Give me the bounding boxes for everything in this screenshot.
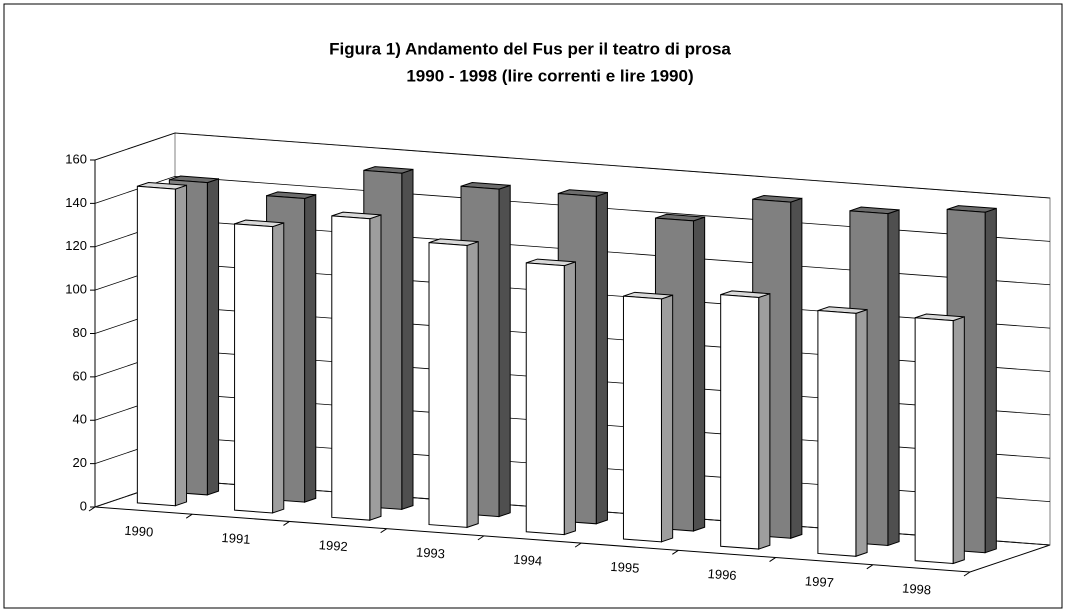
bar-side: [952, 316, 965, 565]
bar-side: [692, 216, 706, 532]
bar-side: [304, 194, 317, 503]
bar-front: [914, 317, 954, 565]
x-tick-label: 1996: [707, 566, 737, 583]
x-tick: [672, 549, 679, 555]
bar: [136, 181, 188, 507]
y-tick-label: 20: [73, 455, 87, 470]
bar: [914, 313, 965, 565]
bar: [331, 211, 382, 521]
y-tick-label: 80: [73, 325, 87, 340]
bar-side: [790, 197, 803, 539]
bar-side: [887, 209, 900, 547]
x-tick-label: 1995: [610, 559, 640, 576]
bar-side: [855, 308, 868, 557]
bar-side: [563, 261, 576, 536]
bar: [817, 306, 868, 557]
bar-front: [234, 223, 274, 514]
x-tick-label: 1992: [318, 537, 348, 554]
grid-line: [94, 132, 1051, 199]
bar-side: [984, 207, 997, 554]
bar-side: [498, 184, 511, 518]
bar-front: [331, 215, 371, 521]
bar-side: [174, 184, 188, 507]
y-tick-label: 140: [65, 195, 87, 210]
x-tick: [963, 571, 971, 577]
chart-subtitle: 1990 - 1998 (lire correnti e lire 1990): [406, 66, 693, 85]
bar-side: [369, 214, 382, 521]
bar-side: [758, 293, 771, 550]
x-tick-label: 1990: [124, 523, 154, 540]
x-tick: [477, 535, 485, 541]
bar-front: [817, 310, 857, 557]
bar: [720, 290, 771, 550]
y-tick-label: 120: [65, 238, 87, 253]
x-tick-label: 1998: [902, 580, 932, 597]
y-tick-label: 0: [80, 498, 87, 513]
bar: [234, 219, 285, 514]
x-tick: [866, 564, 874, 570]
bar-front: [136, 185, 176, 507]
y-tick-label: 160: [65, 151, 87, 166]
x-tick: [574, 542, 582, 548]
y-tick-label: 40: [73, 412, 87, 427]
bar-side: [401, 168, 414, 511]
x-tick: [185, 513, 193, 519]
bar-side: [595, 191, 608, 525]
chart-title: Figura 1) Andamento del Fus per il teatr…: [329, 39, 731, 58]
bar-front: [428, 242, 468, 528]
bar-front: [622, 295, 662, 543]
x-tick: [283, 521, 290, 526]
bar-front: [720, 294, 760, 550]
bar-front: [525, 262, 565, 536]
bar-side: [466, 240, 479, 529]
bar: [525, 258, 576, 536]
y-tick-label: 60: [73, 368, 87, 383]
y-tick-label: 100: [65, 282, 87, 297]
x-tick: [380, 528, 387, 534]
x-tick: [769, 557, 776, 562]
bar: [428, 238, 479, 529]
bar-side: [272, 222, 285, 514]
bar-side: [660, 294, 674, 543]
bar-side: [206, 178, 220, 496]
x-tick-label: 1997: [804, 573, 834, 590]
x-tick-label: 1994: [513, 552, 543, 569]
x-tick-label: 1991: [221, 530, 251, 547]
bar: [622, 291, 674, 543]
x-tick-label: 1993: [416, 544, 446, 561]
x-tick: [88, 506, 96, 512]
